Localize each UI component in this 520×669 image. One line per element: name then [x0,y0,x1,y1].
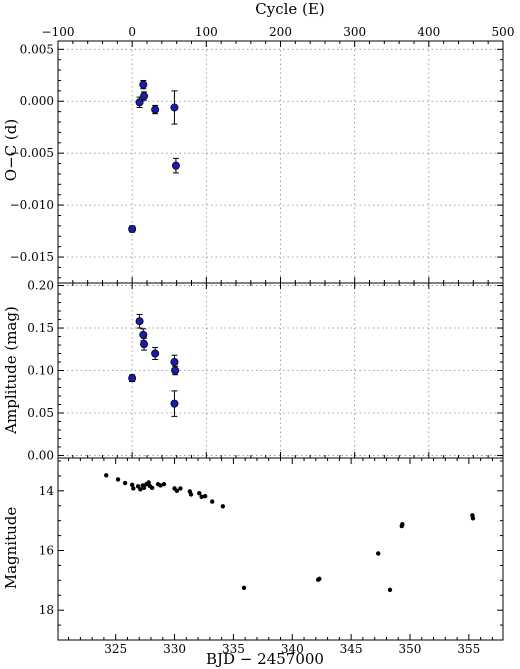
data-point [140,92,149,101]
y-tick-label: 0.15 [27,321,54,335]
data-point [241,585,247,590]
x-tick-label: 330 [163,642,186,656]
magnitude-panel: 325 330 335 340 345 350 355 14 16 18 [39,457,504,656]
data-point [131,486,136,491]
y-tick-label: −0.010 [10,198,54,212]
data-point [141,485,147,491]
data-point [188,492,194,497]
top-x-tick-label: −100 [42,25,75,39]
data-point [135,484,141,489]
data-point [210,499,215,504]
data-point [199,494,204,499]
y-tick-label: −0.005 [10,146,54,160]
top-axis-title: Cycle (E) [255,0,324,18]
y-tick-label: 14 [39,484,55,498]
data-point [161,482,167,487]
top-x-tick-label: 100 [195,25,218,39]
y-tick-label: −0.015 [10,250,54,264]
data-point [178,486,183,491]
data-point [135,317,144,326]
data-point [171,161,180,170]
y-tick-label: 18 [39,603,54,617]
y-tick-label: 0.005 [20,42,54,56]
magnitude-axis-title: Magnitude [2,507,20,590]
data-point [140,340,149,349]
y-tick-label: 0.00 [27,448,54,462]
data-point [122,480,128,486]
y-tick-label: 0.000 [20,94,54,108]
data-point [317,576,322,582]
data-point [139,330,148,339]
data-point [158,483,163,488]
data-point [146,480,151,485]
data-point [151,349,160,358]
data-point [104,473,109,478]
x-tick-label: 355 [457,642,480,656]
data-point [197,491,202,496]
x-tick-label: 335 [222,642,245,656]
data-point [376,551,381,556]
x-tick-label: 325 [104,642,127,656]
data-point [138,487,143,492]
data-point [220,504,226,509]
data-point [129,482,135,488]
oc-axis-title: O−C (d) [2,119,20,181]
data-point [115,477,121,482]
bjd-axis-title: BJD − 2457000 [206,650,324,668]
magnitude-frame [57,457,504,641]
x-tick-label: 340 [281,642,304,656]
data-point [128,224,137,233]
top-x-tick-label: 400 [417,25,440,39]
data-point [139,80,148,89]
top-x-tick-label: 200 [269,25,292,39]
data-point [470,516,476,521]
top-x-tick-label: 300 [343,25,366,39]
y-tick-label: 0.10 [27,364,54,378]
data-point [170,103,179,112]
x-tick-label: 350 [399,642,422,656]
top-x-tick-label: 500 [492,25,515,39]
data-point [202,493,208,499]
data-point [174,488,180,494]
amplitude-panel: 0.00 0.05 0.10 0.15 0.20 [27,279,504,462]
data-point [400,522,405,527]
data-point [128,374,137,383]
oc-panel: −100 0 100 200 300 400 500 0.005 0.000 −0.005 −0.0… [10,25,515,284]
data-point [149,485,155,491]
y-tick-label: 0.20 [27,279,54,293]
data-point [170,399,179,408]
y-tick-label: 0.05 [27,406,54,420]
data-point [387,587,393,593]
top-x-tick-label: 0 [128,25,136,39]
amplitude-axis-title: Amplitude (mag) [2,306,20,435]
x-tick-label: 345 [340,642,363,656]
data-point [151,105,160,114]
data-point [171,366,180,375]
data-point [170,358,179,367]
y-tick-label: 16 [39,543,54,557]
